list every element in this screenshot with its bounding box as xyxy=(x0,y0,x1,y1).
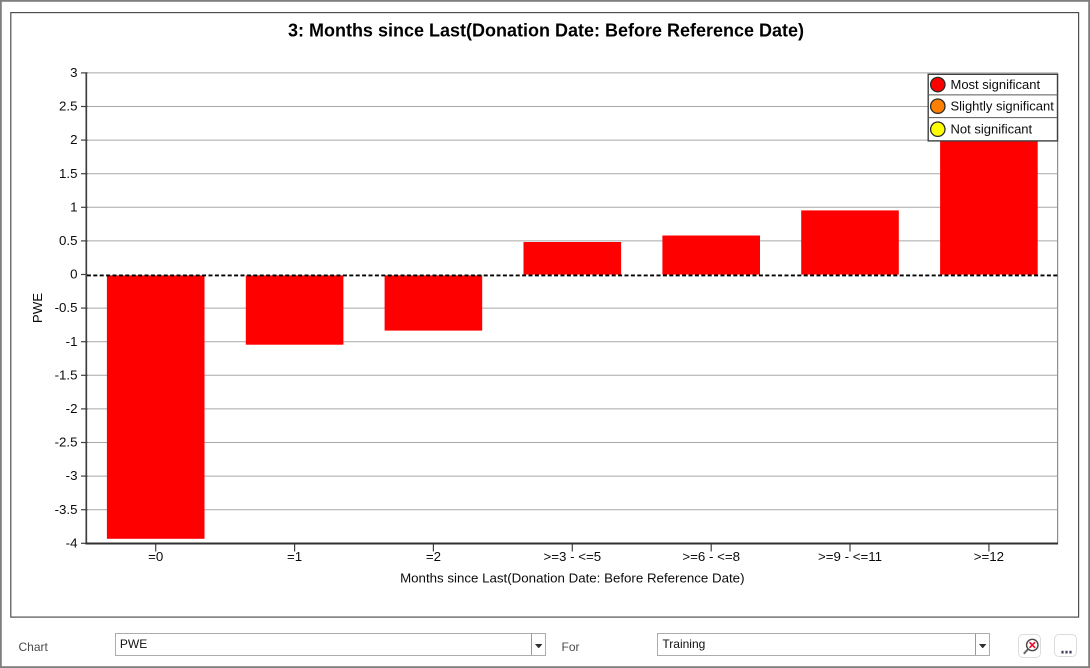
svg-text:Not significant: Not significant xyxy=(951,121,1033,136)
svg-text:>=9 - <=11: >=9 - <=11 xyxy=(818,549,882,564)
svg-text:=0: =0 xyxy=(148,549,163,564)
svg-text:PWE: PWE xyxy=(30,293,45,323)
svg-text:3: Months since Last(Donation: 3: Months since Last(Donation Date: Befo… xyxy=(288,20,804,40)
svg-text:>=3 - <=5: >=3 - <=5 xyxy=(543,549,601,564)
svg-text:-4: -4 xyxy=(66,535,78,550)
svg-text:2: 2 xyxy=(70,132,77,147)
svg-text:0.5: 0.5 xyxy=(59,233,78,248)
svg-text:>=12: >=12 xyxy=(974,549,1004,564)
svg-text:Most significant: Most significant xyxy=(951,77,1041,92)
svg-text:=2: =2 xyxy=(426,549,441,564)
svg-text:2.5: 2.5 xyxy=(59,99,78,114)
svg-text:0: 0 xyxy=(70,267,77,282)
svg-text:-1.5: -1.5 xyxy=(55,367,78,382)
svg-text:Slightly significant: Slightly significant xyxy=(951,98,1055,113)
svg-text:-3.5: -3.5 xyxy=(55,502,78,517)
svg-text:-2.5: -2.5 xyxy=(55,435,78,450)
svg-text:-0.5: -0.5 xyxy=(55,300,78,315)
svg-text:-3: -3 xyxy=(66,468,78,483)
svg-text:Months since Last(Donation Dat: Months since Last(Donation Date: Before … xyxy=(400,571,744,586)
svg-text:-1: -1 xyxy=(66,334,78,349)
svg-text:1.5: 1.5 xyxy=(59,166,78,181)
svg-text:-2: -2 xyxy=(66,401,78,416)
svg-text:>=6 - <=8: >=6 - <=8 xyxy=(682,549,740,564)
svg-text:3: 3 xyxy=(70,65,77,80)
svg-text:1: 1 xyxy=(70,199,77,214)
svg-text:=1: =1 xyxy=(287,549,302,564)
